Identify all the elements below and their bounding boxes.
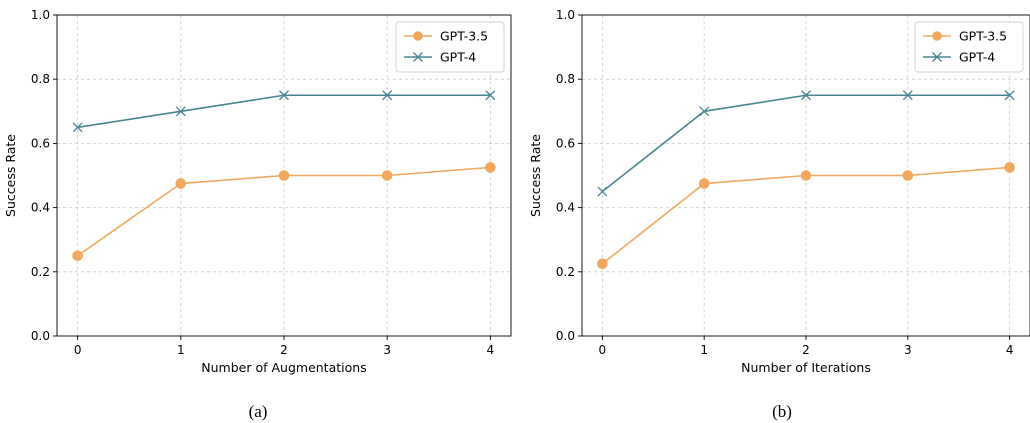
y-axis-label: Success Rate — [3, 134, 18, 217]
data-point — [902, 90, 913, 101]
x-tick-label: 3 — [904, 343, 912, 357]
data-point — [175, 106, 186, 117]
x-tick-label: 1 — [177, 343, 185, 357]
y-tick-label: 0.0 — [556, 329, 575, 343]
data-point — [381, 170, 393, 181]
x-axis-label: Number of Iterations — [741, 360, 871, 375]
data-point — [485, 90, 496, 101]
data-point-stroke — [699, 106, 710, 117]
x-tick-label: 4 — [487, 343, 495, 357]
y-tick-label: 0.4 — [31, 201, 50, 215]
legend-marker — [932, 52, 942, 62]
x-tick-label: 1 — [700, 343, 708, 357]
y-tick-label: 0.0 — [31, 329, 50, 343]
data-point-stroke — [1004, 90, 1015, 101]
legend-marker — [413, 52, 423, 62]
data-point — [175, 178, 187, 189]
x-tick-label: 0 — [599, 343, 607, 357]
legend-box — [395, 21, 505, 73]
x-tick-label: 2 — [802, 343, 810, 357]
data-point — [1004, 90, 1015, 101]
y-tick-label: 0.2 — [556, 265, 575, 279]
legend-box — [914, 21, 1024, 73]
data-point — [800, 170, 812, 181]
legend-marker — [932, 31, 942, 41]
data-point — [597, 258, 608, 270]
y-tick-label: 0.6 — [556, 136, 575, 150]
legend: GPT-3.5 GPT-4 — [395, 21, 505, 73]
y-tick-label: 0.6 — [31, 136, 50, 150]
legend-label: GPT-4 — [440, 50, 476, 65]
data-point — [1004, 162, 1015, 173]
x-tick-label: 3 — [383, 343, 391, 357]
data-point-stroke — [72, 122, 83, 133]
legend-marker — [413, 31, 423, 41]
data-point-stroke — [597, 186, 608, 197]
data-point — [72, 250, 83, 262]
data-point-stroke — [801, 90, 811, 101]
chart-panel-1: 0 1 2 3 4 0.0 0.2 0.4 0.6 0.8 1.0 Number of Augment… — [3, 8, 512, 421]
y-tick-label: 0.4 — [556, 201, 575, 215]
data-point-stroke — [485, 90, 496, 101]
data-point — [597, 186, 608, 197]
x-tick-label: 2 — [280, 343, 288, 357]
data-point — [699, 106, 710, 117]
legend-label: GPT-3.5 — [440, 29, 488, 44]
data-point — [485, 162, 496, 173]
legend-label: GPT-3.5 — [959, 29, 1007, 44]
y-tick-label: 0.8 — [31, 72, 50, 86]
legend-label: GPT-4 — [959, 50, 995, 65]
x-tick-label: 4 — [1006, 343, 1014, 357]
subfigure-caption: (b) — [772, 402, 792, 421]
x-axis-label: Number of Augmentations — [201, 360, 366, 375]
data-point-stroke — [175, 106, 186, 117]
data-point — [382, 90, 393, 101]
data-point — [279, 90, 289, 101]
y-tick-label: 1.0 — [31, 8, 50, 22]
data-point — [801, 90, 811, 101]
data-point — [72, 122, 83, 133]
data-point — [902, 170, 914, 181]
y-axis-label: Success Rate — [528, 134, 543, 217]
data-point-stroke — [382, 90, 393, 101]
data-point-stroke — [279, 90, 289, 101]
y-tick-label: 0.8 — [556, 72, 575, 86]
data-point — [698, 178, 710, 189]
subfigure-caption: (a) — [249, 402, 268, 421]
y-tick-label: 1.0 — [556, 8, 575, 22]
legend: GPT-3.5 GPT-4 — [914, 21, 1024, 73]
data-point-stroke — [902, 90, 913, 101]
x-tick-label: 0 — [74, 343, 82, 357]
data-point — [278, 170, 290, 181]
chart-panel-2: 0 1 2 3 4 0.0 0.2 0.4 0.6 0.8 1.0 Number of Iterati… — [528, 8, 1030, 421]
y-tick-label: 0.2 — [31, 265, 50, 279]
